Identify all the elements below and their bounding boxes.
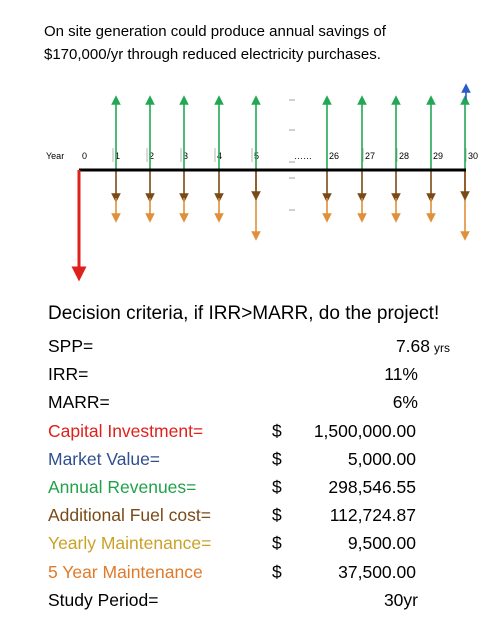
criteria-label: Annual Revenues= bbox=[48, 477, 197, 497]
year-label: 0 bbox=[82, 151, 87, 161]
criteria-label: Yearly Maintenance= bbox=[48, 533, 212, 554]
criteria-value: 5,000.00 bbox=[347, 448, 416, 469]
year-label: 3 bbox=[183, 151, 188, 161]
criteria-value: 9,500.00 bbox=[347, 533, 416, 554]
criteria-label: Market Value= bbox=[48, 448, 161, 469]
decision-criteria-title: Decision criteria, if IRR>MARR, do the p… bbox=[48, 303, 440, 324]
criteria-value: 298,546.55 bbox=[328, 477, 416, 497]
year-label: 26 bbox=[329, 151, 339, 161]
criteria-value: 112,724.87 bbox=[329, 505, 416, 526]
criteria-value: 6% bbox=[392, 392, 418, 413]
criteria-value: 11% bbox=[384, 364, 418, 385]
criteria-label: Capital Investment= bbox=[48, 420, 204, 441]
dollar-sign: $ bbox=[272, 477, 282, 497]
year-label: 27 bbox=[365, 151, 375, 161]
dollar-sign: $ bbox=[272, 561, 282, 582]
year-label: 29 bbox=[433, 151, 443, 161]
dollar-sign: $ bbox=[272, 533, 282, 554]
criteria-label: 5 Year Maintenance bbox=[48, 561, 203, 582]
criteria-value: 30yr bbox=[383, 589, 418, 610]
axis-year-label: Year bbox=[46, 151, 64, 161]
criteria-label: Additional Fuel cost= bbox=[48, 505, 211, 526]
criteria-label: Study Period= bbox=[48, 589, 159, 610]
year-label: 2 bbox=[149, 151, 154, 161]
criteria-label: MARR= bbox=[48, 392, 110, 413]
criteria-value: 7.68 bbox=[395, 336, 430, 356]
criteria-value: 1,500,000.00 bbox=[313, 420, 416, 441]
criteria-unit: yrs bbox=[434, 341, 450, 355]
year-label: 28 bbox=[399, 151, 409, 161]
year-label: …… bbox=[294, 151, 312, 161]
criteria-label: IRR= bbox=[48, 364, 89, 385]
year-label: 1 bbox=[115, 151, 120, 161]
dollar-sign: $ bbox=[272, 505, 282, 526]
criteria-label: SPP= bbox=[48, 336, 94, 356]
dollar-sign: $ bbox=[272, 448, 282, 469]
intro-line-1: On site generation could produce annual … bbox=[44, 23, 386, 40]
year-label: 30 bbox=[468, 151, 478, 161]
intro-line-2: $170,000/yr through reduced electricity … bbox=[44, 46, 381, 63]
dollar-sign: $ bbox=[272, 420, 282, 441]
cash-flow-arrows bbox=[111, 83, 471, 241]
intro-text: On site generation could produce annual … bbox=[44, 20, 464, 66]
criteria-value: 37,500.00 bbox=[338, 561, 416, 582]
